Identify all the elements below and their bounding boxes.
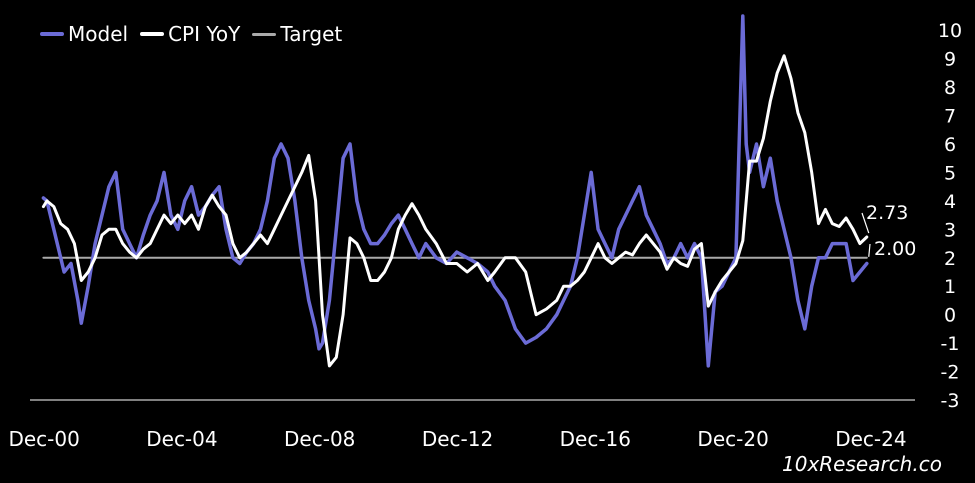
x-tick-label: Dec-20	[697, 427, 768, 451]
y-tick-label: 5	[944, 162, 956, 184]
y-tick-label: 6	[944, 134, 956, 156]
x-tick-label: Dec-16	[560, 427, 631, 451]
legend-swatch-target	[252, 32, 277, 36]
x-tick-label: Dec-12	[422, 427, 493, 451]
target-leader	[868, 243, 871, 257]
x-tick-label: Dec-08	[284, 427, 355, 451]
y-tick-label: -1	[941, 333, 960, 355]
y-tick-label: 0	[944, 305, 956, 327]
x-tick-label: Dec-04	[146, 427, 217, 451]
legend-item-target: Target	[252, 22, 342, 46]
model-series-line	[41, 14, 869, 368]
watermark-text: 10xResearch.co	[782, 452, 942, 476]
cpi-series-line	[41, 54, 869, 368]
legend-item-cpi: CPI YoY	[140, 22, 240, 46]
y-tick-label: 2	[944, 248, 956, 270]
y-tick-label: 10	[938, 20, 962, 42]
cpi-latest-leader	[861, 212, 870, 234]
y-tick-label: 9	[944, 49, 956, 71]
y-tick-label: 4	[944, 191, 956, 213]
legend-label-target: Target	[280, 22, 343, 46]
y-tick-label: -2	[941, 362, 960, 384]
annotations: 2.73 2.00	[861, 202, 916, 260]
legend-label-cpi: CPI YoY	[168, 22, 241, 46]
legend-item-model: Model	[40, 22, 128, 46]
y-tick-label: 8	[944, 77, 956, 99]
y-tick-label: 3	[944, 219, 956, 241]
y-axis-ticks: -3 -2 -1 0 1 2 3 4 5 6 7 8 9 10	[938, 20, 962, 412]
legend-swatch-model	[40, 32, 64, 36]
y-tick-label: -3	[941, 390, 960, 412]
legend-swatch-cpi	[140, 32, 165, 36]
y-tick-label: 1	[944, 276, 956, 298]
target-value-label: 2.00	[874, 238, 916, 260]
plot-lines	[41, 14, 869, 368]
x-tick-label: Dec-00	[8, 427, 79, 451]
x-axis-ticks: Dec-00 Dec-04 Dec-08 Dec-12 Dec-16 Dec-20 Dec-…	[8, 427, 906, 451]
cpi-latest-label: 2.73	[866, 202, 908, 224]
legend-label-model: Model	[68, 22, 129, 46]
x-tick-label: Dec-24	[835, 427, 906, 451]
y-tick-label: 7	[944, 106, 956, 128]
legend: Model CPI YoY Target	[40, 22, 342, 46]
